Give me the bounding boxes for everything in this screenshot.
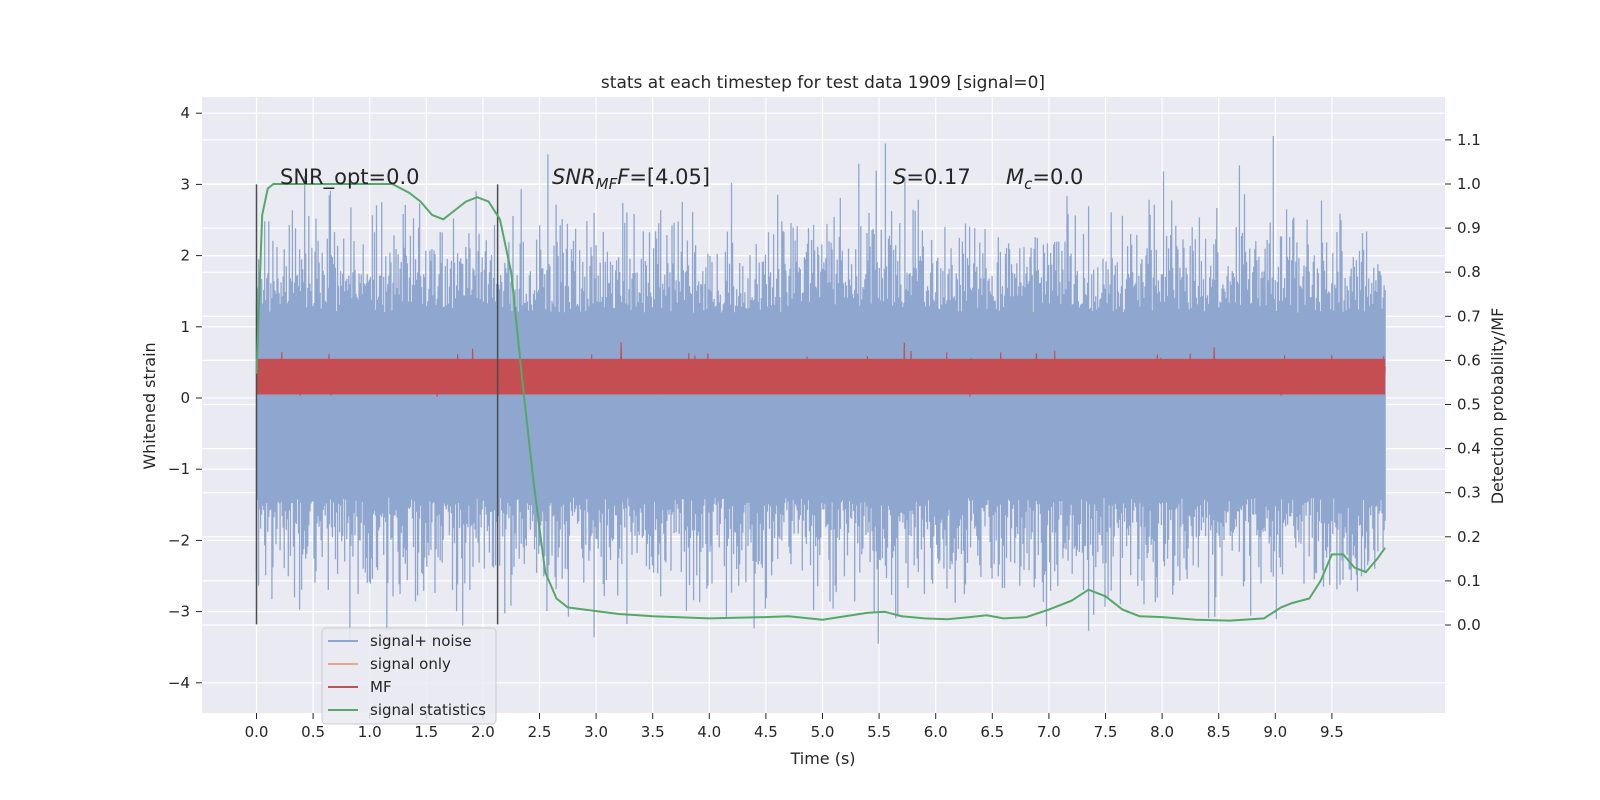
legend-label-signal: signal only <box>370 655 451 673</box>
y-tick-label: 3 <box>180 175 190 193</box>
x-tick-label: 2.5 <box>528 723 552 741</box>
legend-label-mf: MF <box>370 678 392 696</box>
y2-tick-label: 0.2 <box>1457 528 1481 546</box>
mf-series <box>256 342 1386 397</box>
mc-value: =0.0 <box>1032 165 1083 189</box>
mc-annotation: Mc=0.0 <box>1006 165 1083 193</box>
y2-axis-ticks: 1.1 1.0 0.9 0.8 0.7 0.6 0.5 0.4 0.3 0.2 0.1 0.0 <box>1445 131 1481 634</box>
y2-tick-label: 0.6 <box>1457 351 1481 369</box>
s-annotation: S=0.17 <box>893 165 971 189</box>
y-axis-label: Whitened strain <box>140 342 159 469</box>
y2-tick-label: 0.9 <box>1457 219 1481 237</box>
x-tick-label: 9.0 <box>1263 723 1287 741</box>
x-tick-label: 6.0 <box>924 723 948 741</box>
mf-trace <box>256 342 1386 397</box>
x-tick-label: 5.5 <box>867 723 891 741</box>
y2-tick-label: 0.8 <box>1457 263 1481 281</box>
x-tick-label: 4.5 <box>754 723 778 741</box>
x-tick-label: 7.0 <box>1037 723 1061 741</box>
vertical-markers <box>255 184 499 625</box>
chart-title: stats at each timestep for test data 190… <box>601 73 1045 93</box>
legend-label-stats: signal statistics <box>370 701 486 719</box>
legend-box <box>321 627 497 725</box>
x-tick-label: 7.5 <box>1094 723 1118 741</box>
y-tick-label: −2 <box>168 531 190 549</box>
mc-symbol: M <box>1006 165 1024 189</box>
x-tick-label: 9.5 <box>1320 723 1344 741</box>
x-tick-label: 4.0 <box>697 723 721 741</box>
x-tick-label: 1.5 <box>414 723 438 741</box>
y2-tick-label: 1.1 <box>1457 131 1481 149</box>
y-tick-label: 4 <box>180 104 190 122</box>
y2-tick-label: 1.0 <box>1457 175 1481 193</box>
x-axis-ticks: 0.0 0.5 1.0 1.5 2.0 2.5 3.0 3.5 4.0 4.5 5.0 5.5 6.0 6… <box>245 713 1344 741</box>
y2-tick-label: 0.5 <box>1457 396 1481 414</box>
mc-subscript: c <box>1024 175 1033 193</box>
y-tick-label: 2 <box>180 247 190 265</box>
snr-mf-f: F <box>617 165 630 189</box>
y-tick-label: −1 <box>168 460 190 478</box>
snr-mf-annotation: SNRMFF=[4.05] <box>552 165 710 193</box>
y-tick-label: −3 <box>168 603 190 621</box>
legend-label-noise: signal+ noise <box>370 632 472 650</box>
y-axis-ticks: 4 3 2 1 0 −1 −2 −3 −4 <box>168 104 202 692</box>
signal-statistics-line <box>255 183 1386 622</box>
y-tick-label: −4 <box>168 674 190 692</box>
snr-mf-value: =[4.05] <box>629 165 710 189</box>
s-symbol: S <box>893 165 906 189</box>
y2-tick-label: 0.4 <box>1457 440 1481 458</box>
snr-mf-symbol: SNR <box>552 165 596 189</box>
x-tick-label: 3.0 <box>584 723 608 741</box>
x-tick-label: 0.0 <box>245 723 269 741</box>
x-axis-label: Time (s) <box>789 749 855 768</box>
snr-opt-annotation: SNR_opt=0.0 <box>280 165 420 190</box>
x-tick-label: 1.0 <box>358 723 382 741</box>
x-tick-label: 8.0 <box>1150 723 1174 741</box>
x-tick-label: 2.0 <box>471 723 495 741</box>
x-tick-label: 5.0 <box>811 723 835 741</box>
s-value: =0.17 <box>906 165 970 189</box>
y2-tick-label: 0.1 <box>1457 572 1481 590</box>
x-tick-label: 6.5 <box>980 723 1004 741</box>
x-tick-label: 3.5 <box>641 723 665 741</box>
x-tick-label: 8.5 <box>1207 723 1231 741</box>
y2-tick-label: 0.3 <box>1457 484 1481 502</box>
x-tick-label: 0.5 <box>301 723 325 741</box>
snr-mf-subscript: MF <box>596 175 618 193</box>
y-tick-label: 0 <box>180 389 190 407</box>
y2-tick-label: 0.7 <box>1457 307 1481 325</box>
y2-axis-label: Detection probability/MF <box>1488 308 1507 505</box>
y-tick-label: 1 <box>180 318 190 336</box>
y2-tick-label: 0.0 <box>1457 616 1481 634</box>
signal-noise-series <box>255 136 1386 644</box>
legend: signal+ noise signal only MF signal stat… <box>321 627 497 725</box>
